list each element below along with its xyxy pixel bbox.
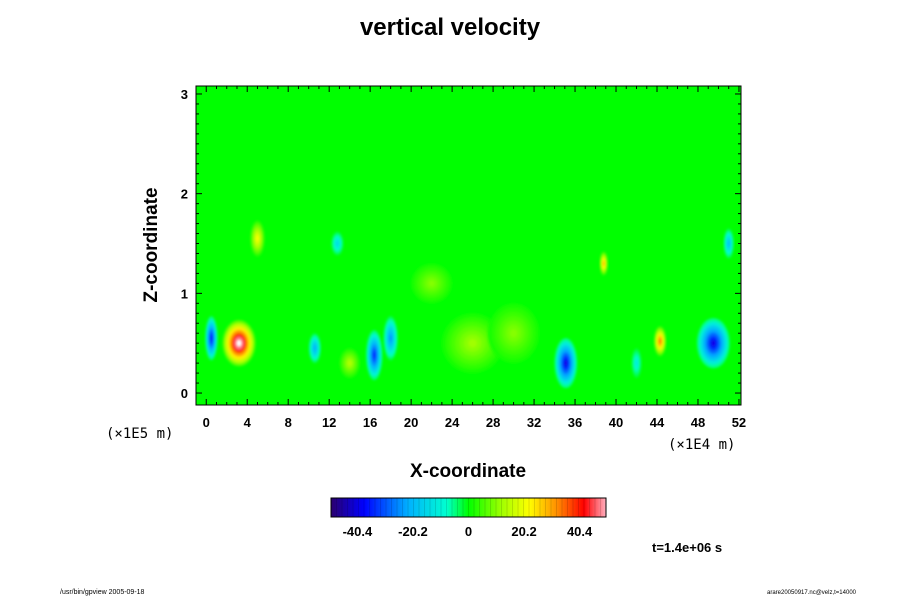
plot-area (195, 85, 742, 406)
x-tick-label: 8 (285, 415, 292, 430)
velocity-cell (331, 231, 344, 256)
velocity-contour (603, 261, 605, 266)
x-tick-label: 32 (527, 415, 541, 430)
y-tick-label: 0 (181, 386, 188, 401)
velocity-contour (389, 335, 392, 342)
x-tick-label: 12 (322, 415, 336, 430)
x-tick-label: 16 (363, 415, 377, 430)
x-axis-title: X-coordinate (410, 461, 526, 482)
colorbar-tick-label: 40.4 (567, 524, 593, 539)
y-tick-label: 1 (181, 286, 188, 301)
x-tick-label: 28 (486, 415, 500, 430)
velocity-contour (210, 335, 213, 342)
velocity-contour (348, 360, 352, 366)
time-label: t=1.4e+06 s (652, 540, 723, 555)
velocity-cell (308, 333, 321, 364)
velocity-cell (222, 320, 256, 367)
z-unit-label: (×1E5 m) (106, 426, 174, 442)
y-tick-label: 2 (181, 187, 188, 202)
x-axis: 0 4 8 12 16 20 24 28 32 36 40 44 48 52 (203, 86, 746, 430)
velocity-contour (373, 351, 376, 359)
velocity-cell (554, 338, 578, 389)
velocity-contour (635, 360, 638, 366)
velocity-contour (428, 280, 435, 287)
x-tick-label: 4 (244, 415, 252, 430)
colorbar-gradient (330, 497, 607, 518)
velocity-cell (631, 348, 642, 379)
x-tick-label: 40 (609, 415, 623, 430)
x-tick-label: 0 (203, 415, 210, 430)
velocity-cell (487, 303, 540, 364)
velocity-contour (336, 241, 339, 246)
velocity-cell (366, 330, 383, 381)
velocity-cell (653, 326, 667, 357)
velocity-contour (727, 241, 730, 246)
velocity-contour (313, 346, 316, 351)
colorbar-tick-label: -20.2 (398, 524, 428, 539)
y-axis-title: Z-coordinate (141, 187, 162, 302)
velocity-contour (509, 328, 518, 338)
x-tick-label: 36 (568, 415, 582, 430)
velocity-cell (723, 228, 734, 259)
velocity-cell (339, 348, 360, 379)
velocity-cell (411, 263, 453, 304)
velocity-contour (256, 235, 259, 242)
velocity-contour (659, 339, 661, 344)
x-tick-label: 20 (404, 415, 418, 430)
x-unit-label: (×1E4 m) (668, 437, 736, 453)
plot-frame (195, 85, 742, 406)
velocity-contour (710, 339, 716, 347)
velocity-contour (564, 359, 568, 367)
velocity-cell (441, 313, 504, 374)
y-axis: 0 1 2 3 (181, 87, 741, 401)
chart-title: vertical velocity (359, 14, 541, 41)
colorbar-ticks: -40.4 -20.2 0 20.2 40.4 (330, 498, 607, 539)
velocity-field (205, 220, 734, 389)
colorbar-tick-label: -40.4 (343, 524, 373, 539)
colorbar-tick-label: 20.2 (511, 524, 536, 539)
y-tick-label: 3 (181, 87, 188, 102)
colorbar: -40.4 -20.2 0 20.2 40.4 (330, 497, 607, 539)
x-tick-label: 44 (650, 415, 665, 430)
velocity-cell (205, 316, 218, 361)
footer-source: arare20050917.nc@velz,t=14000 (767, 590, 856, 596)
velocity-cell (696, 318, 730, 369)
velocity-contour (468, 338, 477, 348)
velocity-contour (236, 339, 242, 347)
velocity-cell (599, 251, 608, 276)
velocity-cell (250, 220, 265, 257)
x-tick-label: 48 (691, 415, 705, 430)
velocity-cell (383, 316, 398, 361)
footer-program: /usr/bin/gpview 2005-09-18 (60, 589, 145, 596)
x-tick-label: 24 (445, 415, 460, 430)
x-tick-label: 52 (732, 415, 746, 430)
colorbar-tick-label: 0 (465, 524, 472, 539)
